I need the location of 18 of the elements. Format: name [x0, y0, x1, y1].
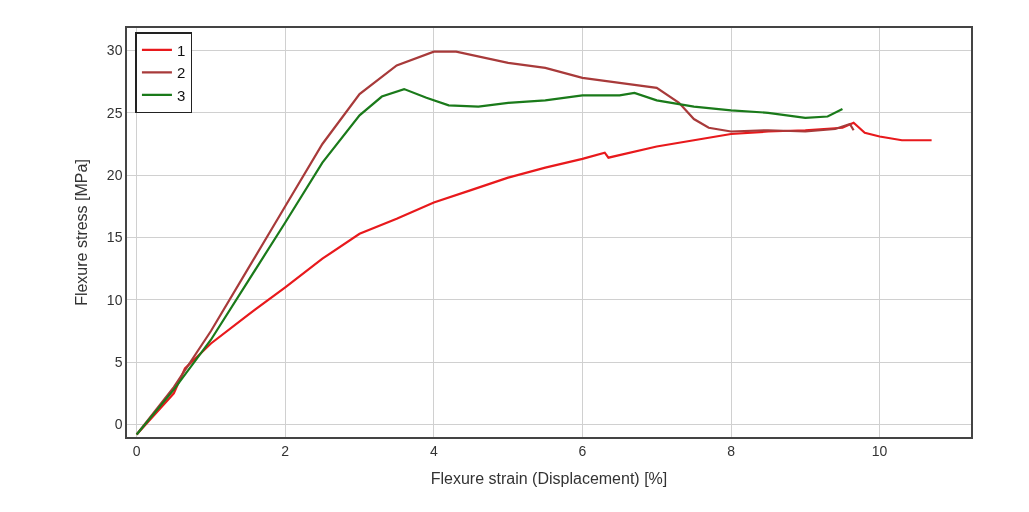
y-tick-label: 5 [114, 354, 123, 371]
y-tick-label: 0 [114, 416, 123, 433]
x-axis-title: Flexure strain (Displacement) [%] [430, 469, 668, 487]
x-tick-label: 0 [132, 442, 141, 459]
x-tick-label: 6 [578, 442, 587, 459]
legend-label: 3 [176, 86, 186, 104]
legend-label: 2 [176, 64, 186, 82]
y-tick-label: 15 [106, 229, 123, 246]
y-tick-label: 20 [106, 167, 123, 184]
x-tick-label: 10 [871, 442, 888, 459]
x-tick-label: 4 [429, 442, 438, 459]
y-tick-label: 10 [106, 291, 123, 308]
x-tick-label: 8 [727, 442, 736, 459]
legend-label: 1 [176, 41, 186, 59]
x-tick-label: 2 [281, 442, 290, 459]
y-tick-label: 25 [106, 104, 123, 121]
y-tick-label: 30 [106, 42, 123, 59]
y-axis-title: Flexure stress [MPa] [73, 159, 91, 306]
